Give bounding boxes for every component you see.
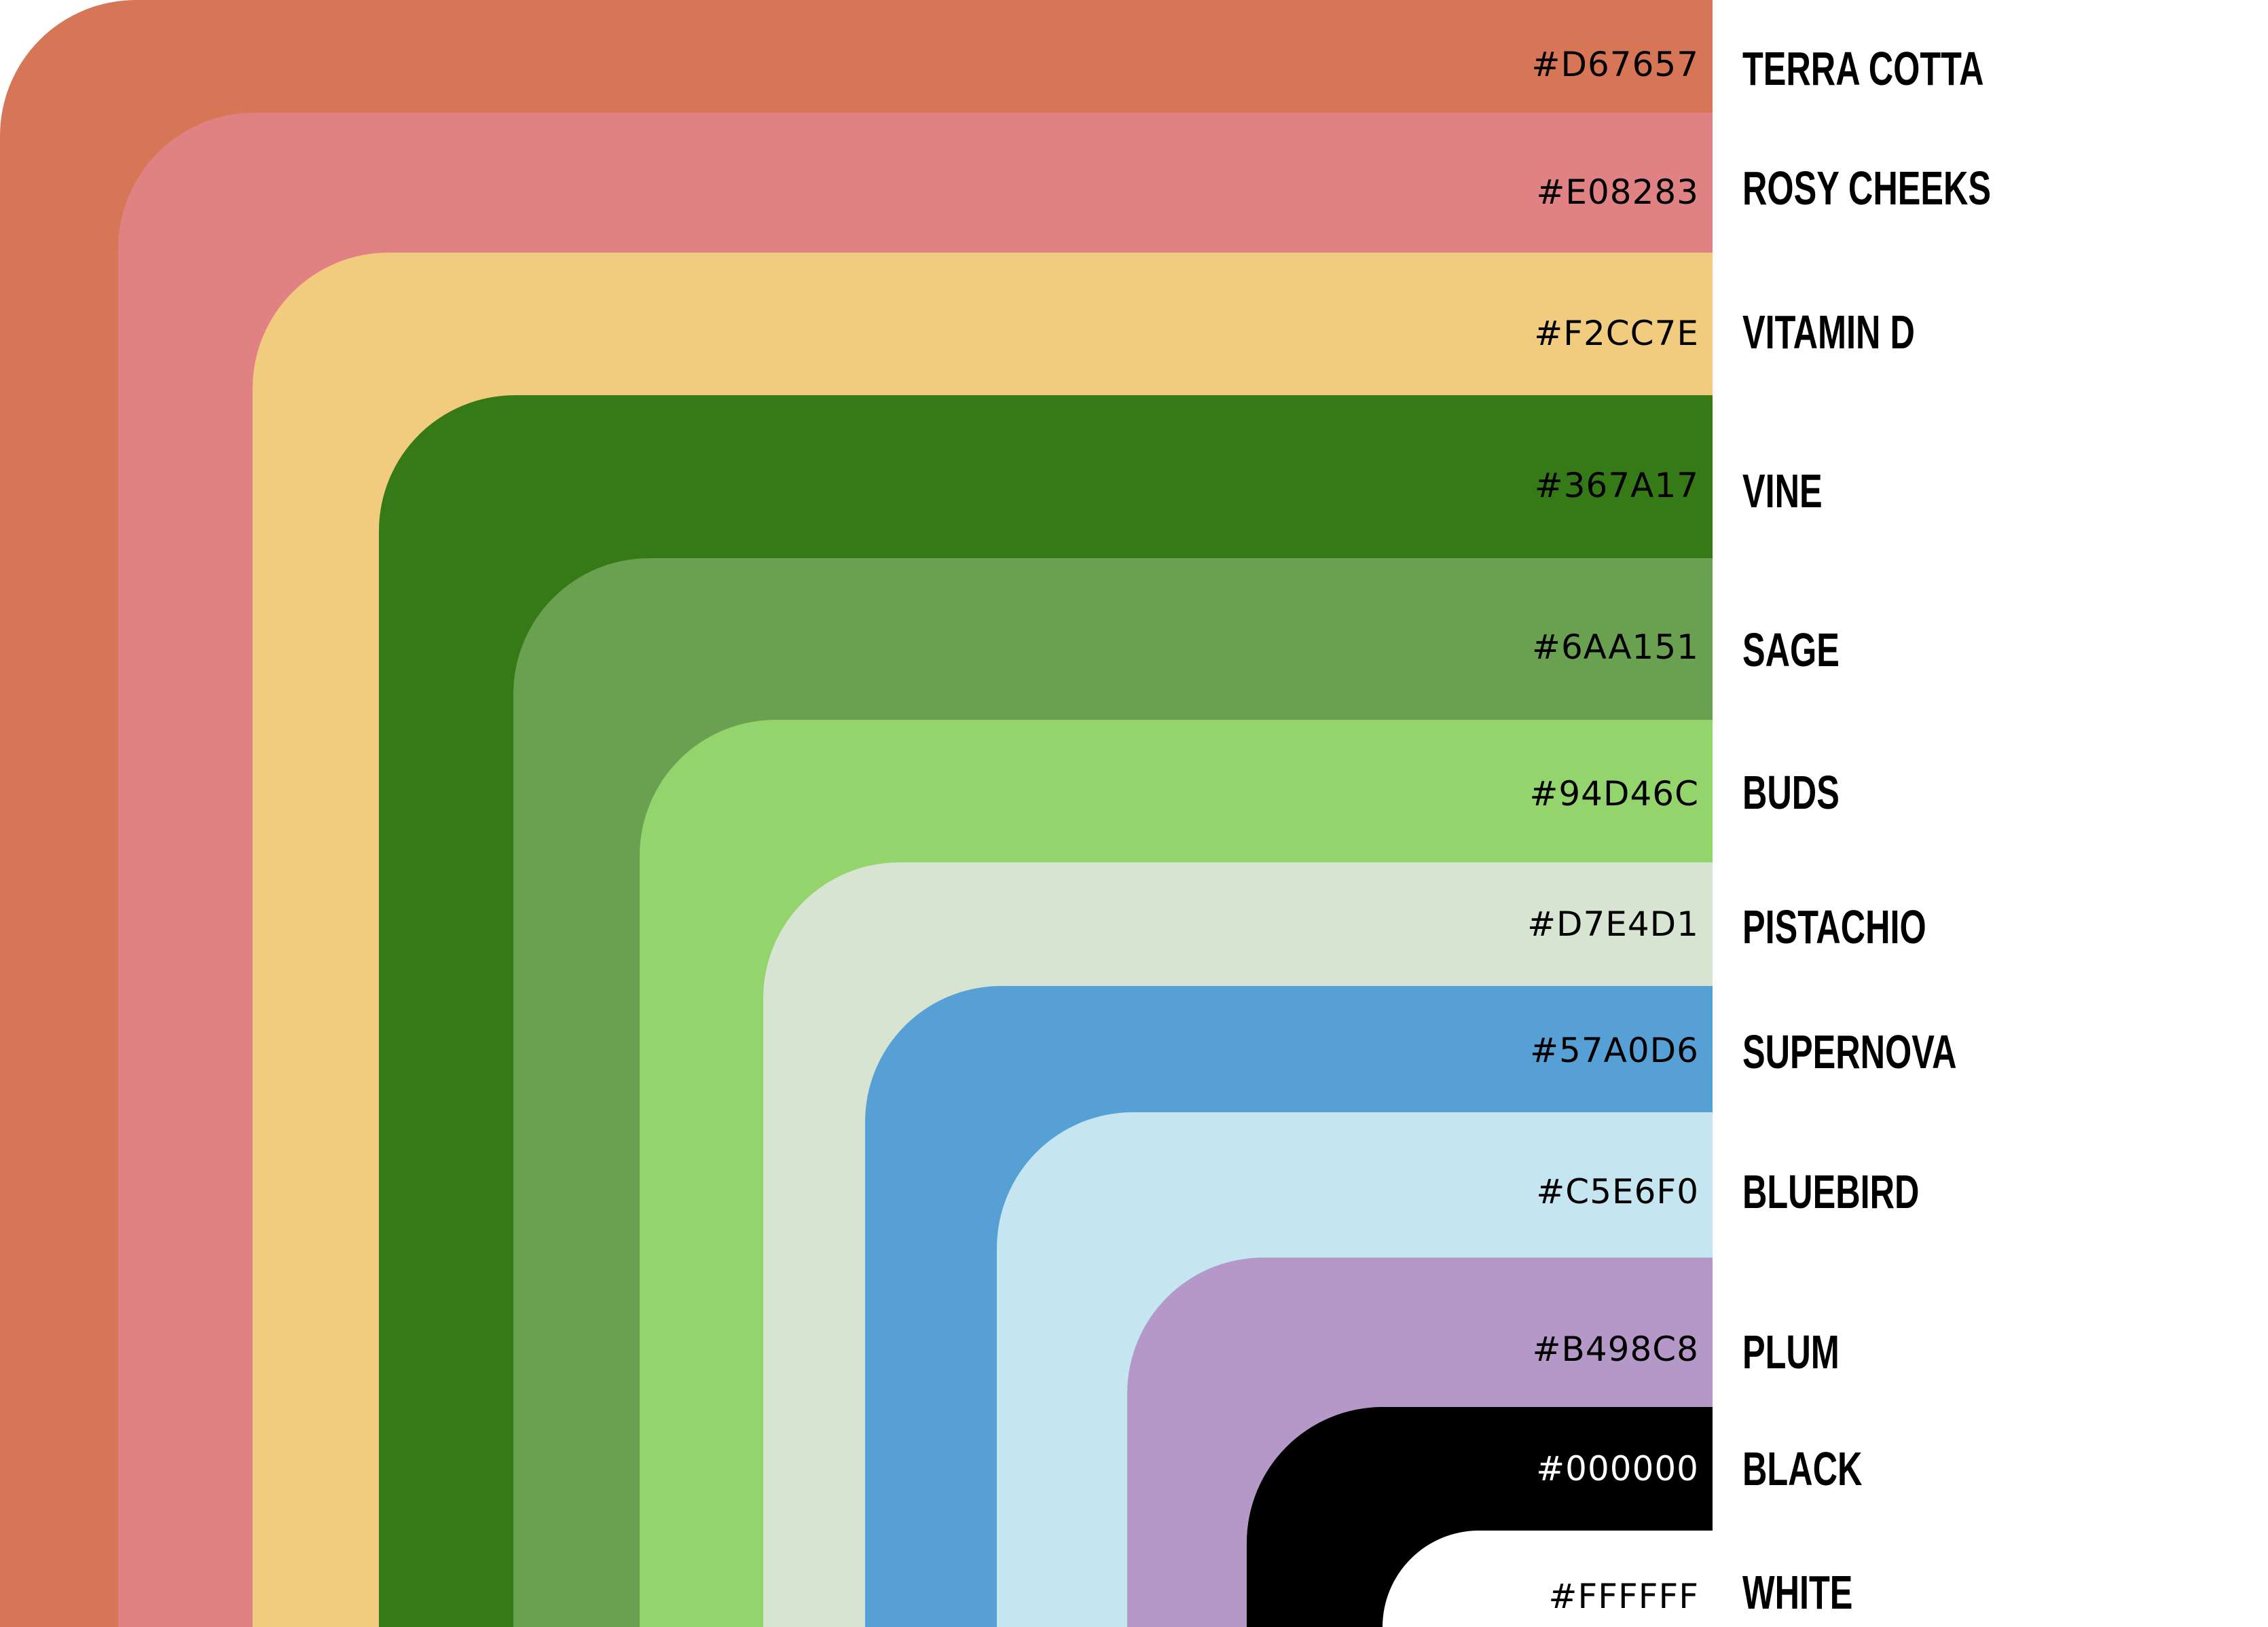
hex-code-label: #C5E6F0 — [1536, 1172, 1699, 1211]
hex-code-label: #6AA151 — [1532, 627, 1699, 667]
hex-code-label: #FFFFFF — [1548, 1577, 1699, 1616]
color-name-label: ROSY CHEEKS — [1742, 162, 1991, 215]
hex-code-label: #D7E4D1 — [1527, 904, 1699, 944]
color-name-label: BLACK — [1742, 1442, 1863, 1495]
color-name-label: TERRA COTTA — [1742, 42, 1984, 95]
hex-code-label: #000000 — [1536, 1449, 1699, 1488]
hex-code-label: #57A0D6 — [1530, 1031, 1699, 1070]
color-name-label: SUPERNOVA — [1742, 1025, 1957, 1078]
color-name-label: PISTACHIO — [1742, 900, 1926, 953]
swatch-band-white — [1383, 1531, 1713, 1627]
hex-code-label: #94D46C — [1529, 774, 1699, 813]
hex-code-label: #E08283 — [1536, 172, 1699, 212]
color-name-label: BLUEBIRD — [1742, 1165, 1920, 1218]
hex-code-label: #B498C8 — [1532, 1330, 1699, 1369]
hex-code-label: #F2CC7E — [1534, 314, 1699, 353]
color-name-label: VITAMIN D — [1742, 306, 1915, 359]
color-name-label: WHITE — [1742, 1566, 1853, 1619]
hex-code-label: #367A17 — [1534, 466, 1699, 505]
hex-code-label: #D67657 — [1531, 45, 1699, 84]
color-name-label: BUDS — [1742, 766, 1840, 819]
color-name-label: PLUM — [1742, 1326, 1840, 1378]
color-name-label: SAGE — [1742, 623, 1840, 676]
color-name-label: VINE — [1742, 464, 1823, 517]
